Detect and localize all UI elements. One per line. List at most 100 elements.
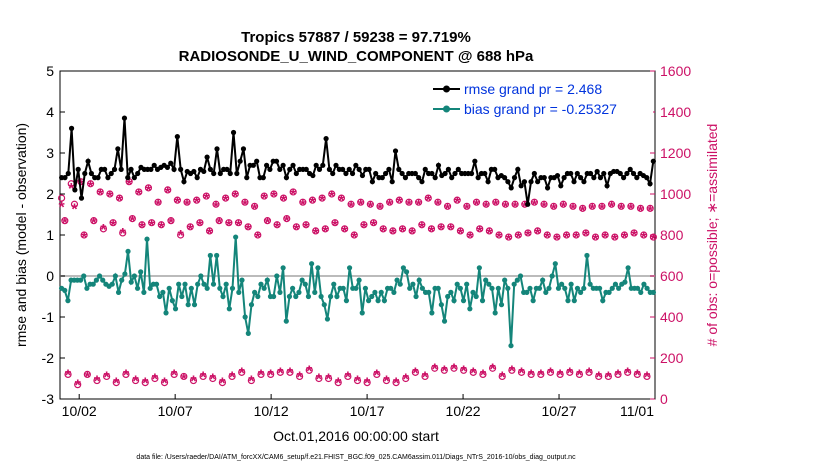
obs-possible-point — [273, 221, 281, 229]
obs-possible-point — [61, 217, 69, 225]
chart-title-line2: RADIOSONDE_U_WIND_COMPONENT @ 688 hPa — [179, 48, 534, 65]
rmse-point — [293, 170, 299, 177]
obs-possible-point — [514, 231, 522, 239]
obs-assimilated-point: * — [319, 193, 326, 210]
obs-possible-point — [318, 194, 326, 202]
obs-assimilated-point: * — [454, 195, 461, 212]
rmse-point — [151, 162, 157, 168]
obs-possible-point — [582, 229, 590, 237]
obs-possible-point — [447, 223, 455, 231]
obs-assimilated-point: * — [197, 218, 204, 235]
rmse-point — [227, 170, 233, 177]
obs-possible-point — [485, 227, 493, 235]
bias-point — [353, 285, 359, 291]
rmse-point — [333, 162, 339, 168]
obs-assimilated-point: * — [602, 230, 609, 247]
bias-point — [489, 285, 495, 291]
obs-assimilated-point: * — [223, 193, 230, 210]
bias-point — [283, 318, 289, 324]
y-left-tick-label: -1 — [42, 309, 55, 325]
rmse-point — [594, 168, 600, 175]
obs-possible-point — [553, 233, 561, 241]
obs-assimilated-point: * — [554, 232, 561, 249]
bias-point — [514, 277, 520, 283]
obs-possible-point — [177, 231, 185, 239]
obs-possible-point — [501, 200, 510, 208]
bias-point — [65, 298, 71, 304]
obs-possible-point — [334, 379, 342, 387]
bias-point — [188, 285, 194, 291]
obs-assimilated-point: * — [264, 216, 271, 233]
rmse-point — [617, 170, 623, 177]
rmse-point — [65, 170, 71, 177]
obs-possible-point — [575, 370, 584, 378]
obs-possible-point — [193, 196, 201, 204]
bias-point — [176, 281, 182, 287]
bias-point — [274, 273, 280, 279]
obs-assimilated-point: * — [461, 363, 468, 380]
obs-assimilated-point: * — [348, 199, 355, 216]
obs-assimilated-point: * — [110, 218, 117, 235]
obs-possible-point — [550, 202, 558, 210]
legend-rmse-marker — [443, 85, 450, 93]
obs-possible-point — [260, 192, 268, 200]
obs-possible-point — [250, 202, 259, 210]
obs-assimilated-point: * — [87, 179, 94, 196]
bias-point — [454, 281, 460, 287]
bias-point — [650, 289, 657, 295]
obs-assimilated-point: * — [547, 365, 554, 382]
obs-possible-point — [611, 233, 619, 241]
obs-possible-point — [537, 370, 545, 378]
obs-possible-point — [186, 223, 194, 231]
obs-possible-point — [630, 229, 638, 237]
obs-possible-point — [640, 231, 648, 239]
rmse-point — [191, 168, 197, 175]
bias-point — [191, 302, 198, 308]
rmse-point — [237, 158, 243, 164]
obs-assimilated-point: * — [518, 365, 525, 382]
rmse-point — [482, 170, 488, 177]
rmse-point — [531, 170, 537, 177]
obs-assimilated-point: * — [444, 201, 451, 218]
bias-point — [255, 293, 261, 300]
bias-point — [144, 236, 150, 242]
obs-possible-point — [312, 227, 320, 235]
rmse-point — [521, 179, 528, 185]
obs-assimilated-point: * — [493, 197, 500, 214]
bias-point — [239, 277, 245, 283]
obs-assimilated-point: * — [631, 228, 638, 245]
obs-possible-point — [598, 202, 606, 210]
obs-possible-point — [617, 202, 625, 210]
obs-assimilated-point: * — [567, 365, 574, 382]
obs-assimilated-point: * — [309, 195, 316, 212]
bias-point — [540, 277, 546, 283]
x-tick-label: 10/02 — [62, 403, 97, 419]
obs-possible-point — [173, 196, 181, 204]
obs-possible-point — [122, 370, 130, 378]
obs-possible-point — [559, 200, 567, 208]
rmse-point — [472, 158, 478, 164]
rmse-point — [359, 172, 366, 179]
obs-assimilated-point: * — [483, 199, 490, 216]
obs-possible-point — [234, 219, 243, 227]
obs-possible-point — [257, 370, 265, 378]
bias-point — [625, 265, 631, 271]
obs-possible-point — [649, 233, 657, 241]
obs-possible-point — [315, 374, 323, 383]
obs-assimilated-point: * — [274, 220, 281, 237]
obs-assimilated-point: * — [255, 230, 262, 247]
bias-point — [198, 273, 204, 279]
rmse-point — [571, 179, 577, 185]
rmse-point — [389, 179, 395, 185]
obs-assimilated-point: * — [232, 189, 239, 206]
rmse-point — [353, 162, 359, 168]
obs-assimilated-point: * — [342, 224, 349, 241]
obs-assimilated-point: * — [419, 220, 426, 237]
obs-assimilated-point: * — [296, 369, 303, 386]
bias-point — [441, 318, 448, 324]
obs-possible-point — [604, 372, 612, 381]
obs-possible-point — [434, 198, 442, 206]
bias-point — [378, 289, 384, 295]
rmse-point — [121, 115, 128, 121]
obs-possible-point — [534, 227, 542, 235]
